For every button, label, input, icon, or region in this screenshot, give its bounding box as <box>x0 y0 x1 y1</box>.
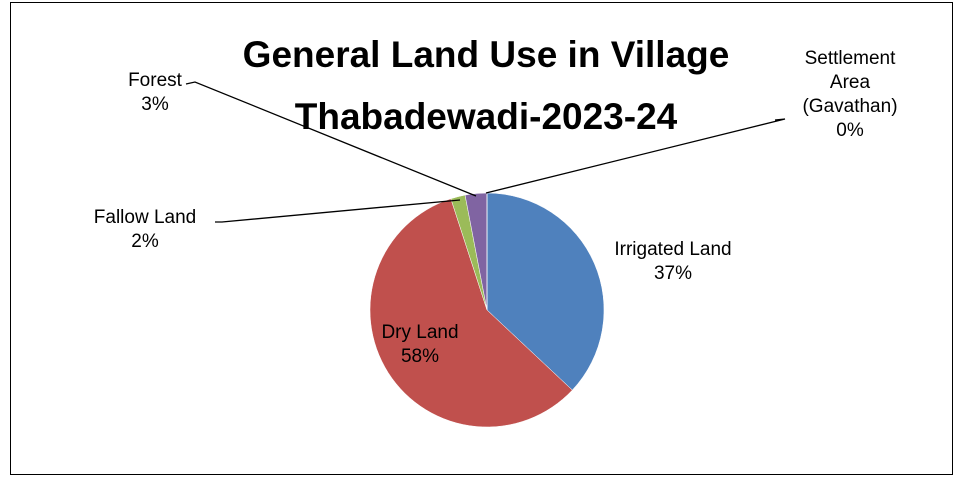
category-name: Dry Land <box>381 322 459 343</box>
value-label: 2% <box>131 231 159 252</box>
slice-label: Irrigated Land 37% <box>573 238 773 286</box>
chart-title: General Land Use in Village Thabadewadi-… <box>242 34 730 137</box>
value-label: 58% <box>400 346 440 367</box>
value-label: 0% <box>836 120 864 141</box>
category-name: Settlement Area (Gavathan) <box>802 48 898 117</box>
value-label: 3% <box>141 94 169 115</box>
pie-slice <box>486 192 605 391</box>
slice-label: Dry Land 58% <box>350 321 490 369</box>
category-name: Forest <box>128 70 182 91</box>
leader-line <box>485 118 786 194</box>
category-name: Irrigated Land <box>614 239 732 260</box>
slice-label: Forest 3% <box>95 69 215 117</box>
leader-line <box>185 81 477 197</box>
slice-label: Fallow Land 2% <box>55 206 235 254</box>
category-name: Fallow Land <box>93 207 197 228</box>
slice-label: Settlement Area (Gavathan) 0% <box>788 47 913 143</box>
pie-slice <box>369 198 573 428</box>
leader-line <box>215 199 461 223</box>
value-label: 37% <box>653 263 693 284</box>
